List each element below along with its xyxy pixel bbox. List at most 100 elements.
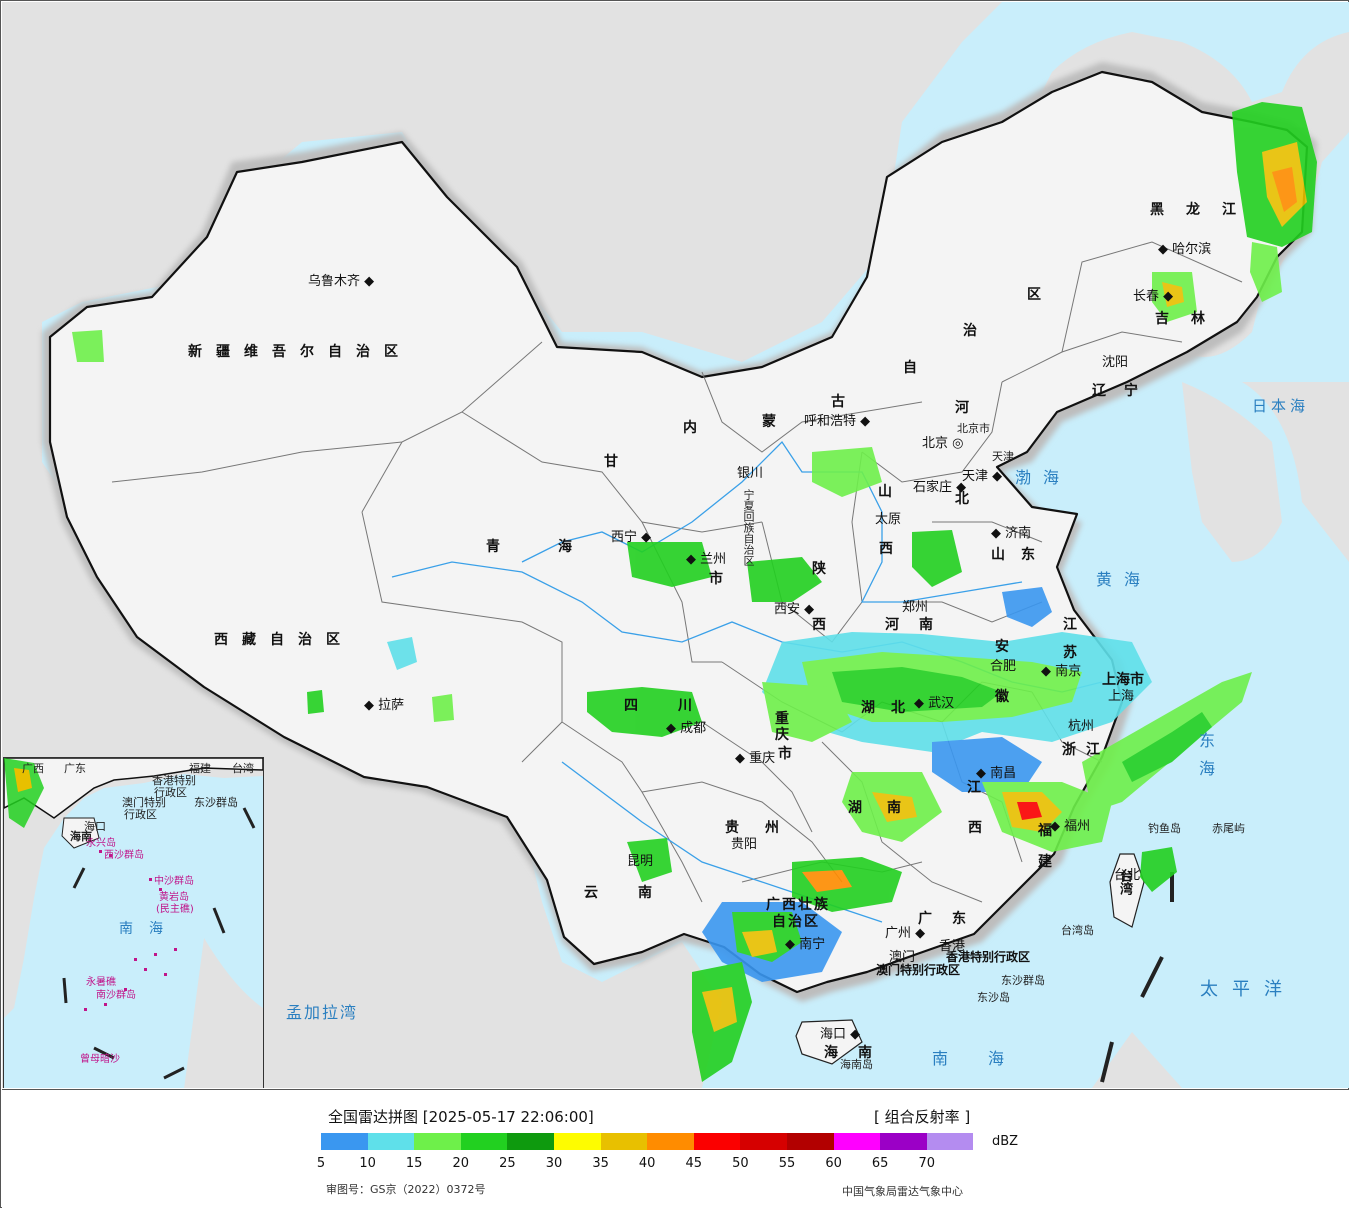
color-swatch-45: [693, 1133, 741, 1150]
island-dongshadao: 东沙岛: [977, 991, 1010, 1004]
inset-yongshu: 永暑礁: [86, 977, 116, 988]
city-haikou: 海口 ◆: [820, 1027, 861, 1042]
city-guangzhou: 广州 ◆: [885, 926, 926, 941]
province-jiangxi-2: 西: [968, 820, 996, 836]
province-sichuan: 四川: [624, 698, 732, 714]
province-hebei-1: 河: [955, 400, 983, 416]
province-henan: 河南: [885, 617, 953, 633]
province-shaanxi-1: 陕: [812, 561, 840, 577]
city-tianjin: 天津 ◆: [962, 469, 1003, 484]
province-yunnan: 云南: [584, 885, 692, 901]
province-chongqing-1: 重: [775, 711, 803, 727]
province-xinjiang: 新疆维吾尔自治区: [188, 344, 412, 360]
province-fujian-1: 福: [1038, 823, 1066, 839]
inset-yongxing: 永兴岛: [86, 838, 116, 849]
sea-mengjialawan: 孟加拉湾: [286, 1003, 359, 1022]
province-xizang: 西藏自治区: [214, 632, 354, 648]
province-zhejiang: 浙江: [1062, 742, 1110, 758]
city-xian: 西安 ◆: [774, 602, 815, 617]
color-swatch-25: [507, 1133, 554, 1150]
city-nanjing: ◆ 南京: [1041, 664, 1082, 679]
tick-label-25: 25: [499, 1156, 516, 1171]
inset-aomen-1: 澳门特别: [122, 796, 166, 809]
city-beijing-shi: 北京市: [957, 422, 990, 435]
city-yinchuan: 银川: [737, 466, 764, 481]
city-taibei: 台北: [1114, 868, 1141, 883]
inset-huangyan-1: 黄岩岛: [159, 892, 189, 903]
inset-zhongsha: 中沙群岛: [154, 876, 194, 887]
city-fuzhou: ◆ 福州: [1050, 819, 1091, 834]
inset-zengmu: 曾母暗沙: [80, 1054, 120, 1065]
sea-donghai: 东海: [1196, 732, 1215, 788]
city-hefei: 合肥: [990, 659, 1017, 674]
city-huhehaote: 呼和浩特 ◆: [804, 414, 871, 429]
inset-nansha: 南沙群岛: [96, 990, 136, 1001]
province-hebei-2: 北: [955, 491, 983, 507]
city-aomen: 澳门: [889, 950, 916, 965]
color-swatch-10: [367, 1133, 415, 1150]
sea-taipingyang: 太平洋: [1200, 979, 1296, 1000]
tick-label-60: 60: [825, 1156, 842, 1171]
province-taiwan: 台湾: [1117, 869, 1132, 895]
province-neimenggu-5: 治: [963, 323, 991, 339]
inset-xianggang-2: 行政区: [154, 786, 187, 799]
province-guangxi-1: 广西壮族: [766, 897, 830, 913]
province-neimenggu-1: 内: [683, 420, 711, 436]
province-shanxi-2: 西: [879, 541, 907, 557]
sea-nanhai: 南海: [932, 1049, 1045, 1068]
province-jiangsu-2: 苏: [1063, 645, 1091, 661]
inset-xianggang-1: 香港特别: [152, 774, 196, 787]
color-swatch-5: [321, 1133, 368, 1150]
legend-product: [ 组合反射率 ]: [874, 1108, 971, 1126]
island-chiweiyu: 赤尾屿: [1212, 822, 1245, 835]
province-shanxi-1: 山: [878, 484, 906, 500]
province-chongqing-3: 市: [778, 746, 806, 762]
city-shijiazhuang: 石家庄 ◆: [913, 480, 967, 495]
province-qinghai-1: 青: [486, 539, 514, 555]
province-xianggang: 香港特别行政区: [946, 950, 1031, 964]
city-xining: 西宁 ◆: [611, 530, 652, 545]
province-neimenggu-3: 古: [831, 394, 859, 410]
province-neimenggu-4: 自: [903, 360, 931, 376]
province-chongqing-2: 庆: [775, 727, 803, 743]
color-swatch-15: [414, 1133, 461, 1150]
city-hangzhou: 杭州: [1068, 719, 1095, 734]
approval-number: 审图号：GS京（2022）0372号: [326, 1183, 486, 1196]
city-shanghai: 上海: [1108, 689, 1135, 704]
province-neimenggu-2: 蒙: [762, 414, 790, 430]
province-shaanxi-2: 西: [812, 617, 840, 633]
province-hainan: 海南: [824, 1045, 892, 1061]
province-gansu: 甘: [604, 454, 632, 470]
city-lanzhou: ◆ 兰州: [686, 552, 727, 567]
tick-label-15: 15: [405, 1156, 423, 1171]
legend-unit: dBZ: [992, 1134, 1019, 1149]
tick-label-40: 40: [638, 1156, 656, 1171]
province-hunan-1: 湖: [848, 800, 876, 816]
province-ningxia: 宁夏回族自治区: [742, 489, 755, 566]
province-jiangsu-1: 江: [1063, 617, 1091, 633]
city-harbin: ◆ 哈尔滨: [1158, 242, 1212, 257]
tick-label-45: 45: [685, 1156, 703, 1171]
city-nanning: ◆ 南宁: [785, 937, 826, 952]
city-zhengzhou: 郑州: [902, 600, 929, 615]
tick-label-65: 65: [871, 1156, 889, 1171]
color-swatch-50: [740, 1133, 787, 1150]
tick-label-30: 30: [545, 1156, 563, 1171]
city-jinan: ◆ 济南: [991, 526, 1032, 541]
tick-label-35: 35: [592, 1156, 609, 1171]
tick-label-10: 10: [359, 1156, 376, 1171]
inset-fujian: 福建: [189, 762, 211, 775]
color-swatch-60: [833, 1133, 881, 1150]
island-diaoyudao: 钓鱼岛: [1148, 822, 1181, 835]
city-kunming: 昆明: [627, 854, 654, 869]
tick-label-5: 5: [316, 1156, 326, 1171]
inset-dongsha: 东沙群岛: [194, 796, 238, 809]
legend-area: 全国雷达拼图 [2025-05-17 22:06:00] [ 组合反射率 ] 5…: [2, 1089, 1349, 1208]
province-hubei: 湖北: [861, 700, 921, 716]
inset-xisha: 西沙群岛: [104, 850, 144, 861]
legend-title: 全国雷达拼图 [2025-05-17 22:06:00]: [328, 1108, 594, 1126]
radar-map: 新疆维吾尔自治区 西藏自治区 青 海 甘 内 蒙 古 自 治 区 黑龙江 吉林 …: [2, 2, 1349, 1088]
color-swatch-55: [786, 1133, 834, 1150]
sea-bohai: 渤海: [1015, 468, 1072, 487]
